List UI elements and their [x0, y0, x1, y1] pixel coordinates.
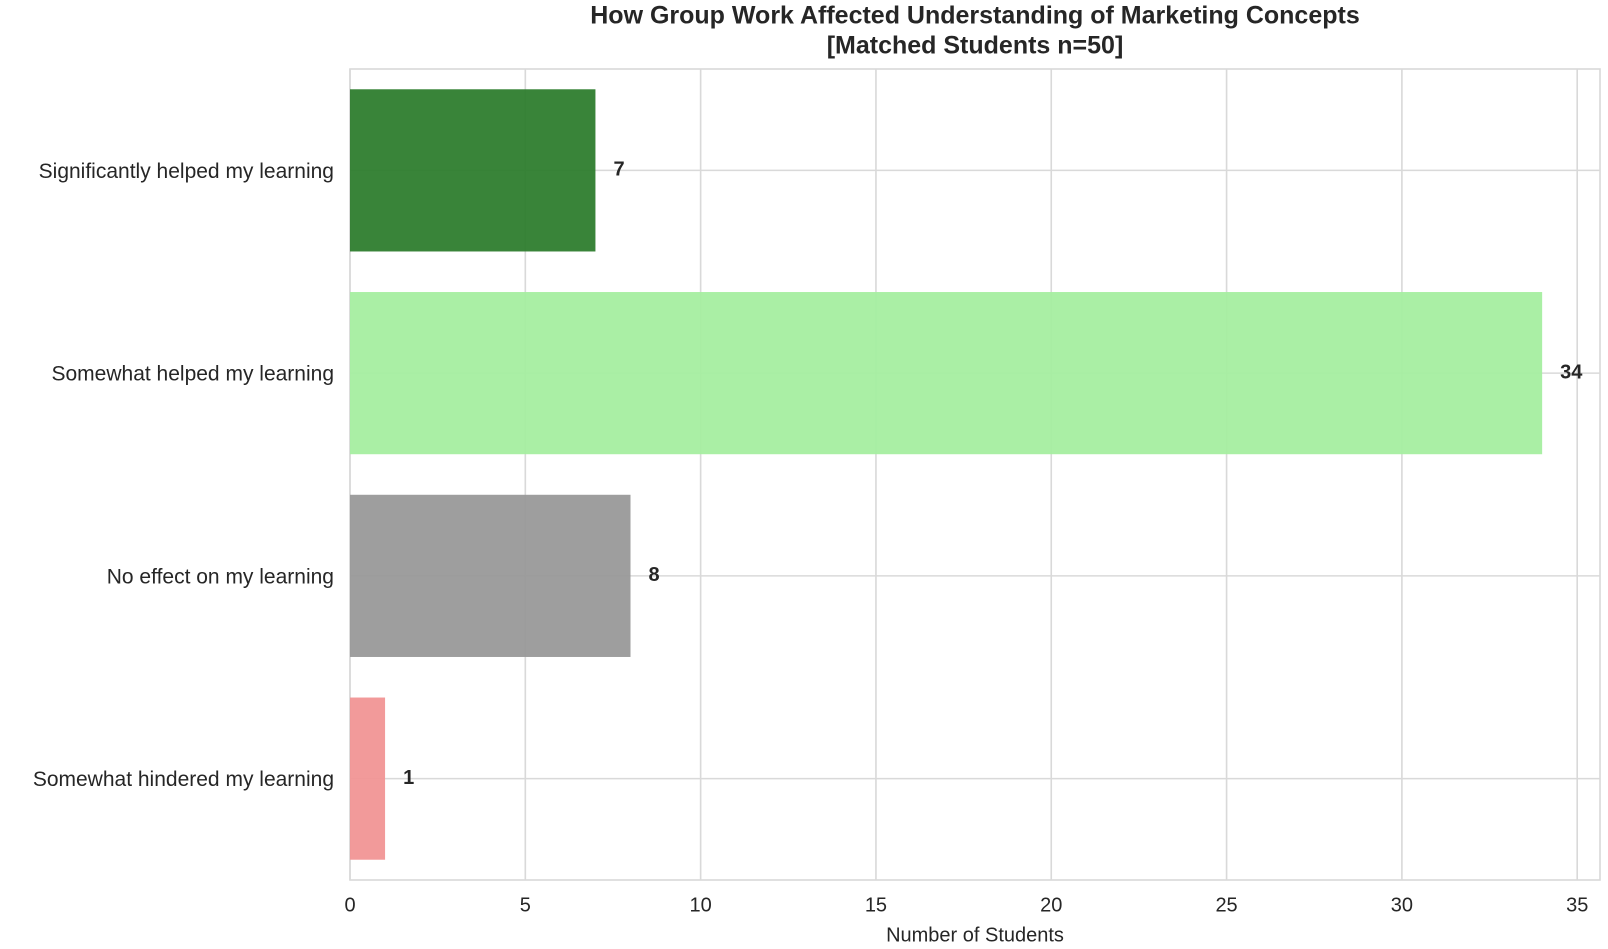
x-axis-label: Number of Students	[886, 924, 1064, 946]
bar	[350, 89, 596, 252]
y-tick-label: Somewhat helped my learning	[52, 363, 335, 386]
bar	[350, 292, 1543, 455]
chart-subtitle: [Matched Students n=50]	[827, 32, 1124, 60]
x-tick-label: 0	[344, 894, 355, 916]
x-tick-label: 15	[865, 894, 887, 916]
y-tick-label: No effect on my learning	[107, 565, 334, 588]
y-tick-label: Somewhat hindered my learning	[33, 768, 334, 791]
bar	[350, 697, 386, 860]
x-tick-label: 25	[1215, 894, 1237, 916]
x-tick-label: 20	[1040, 894, 1062, 916]
plot-frame	[349, 68, 1601, 881]
value-label: 8	[649, 564, 660, 586]
x-tick-label: 5	[520, 894, 531, 916]
bar	[350, 494, 631, 657]
value-label: 1	[403, 767, 414, 789]
y-tick-label: Significantly helped my learning	[39, 160, 334, 183]
value-label: 7	[613, 159, 624, 181]
chart-title: How Group Work Affected Understanding of…	[590, 2, 1359, 30]
value-label: 34	[1560, 361, 1583, 383]
x-tick-label: 10	[690, 894, 712, 916]
x-tick-label: 35	[1566, 894, 1588, 916]
x-tick-label: 30	[1391, 894, 1413, 916]
